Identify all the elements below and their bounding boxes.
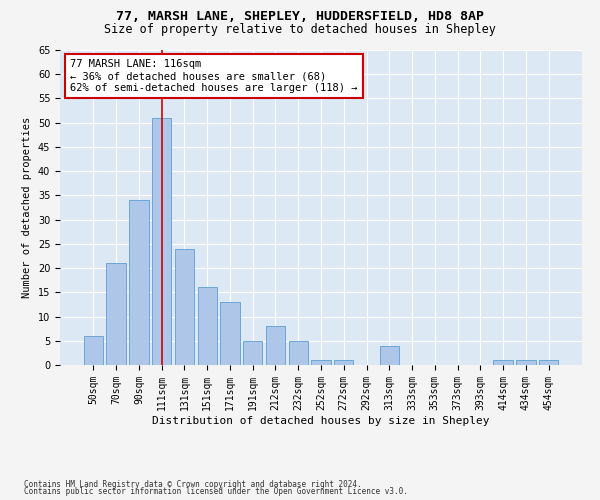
- Bar: [84, 336, 103, 365]
- Bar: [380, 346, 399, 365]
- Bar: [289, 341, 308, 365]
- Text: Size of property relative to detached houses in Shepley: Size of property relative to detached ho…: [104, 22, 496, 36]
- Bar: [175, 248, 194, 365]
- Text: Contains HM Land Registry data © Crown copyright and database right 2024.: Contains HM Land Registry data © Crown c…: [24, 480, 362, 489]
- Bar: [493, 360, 513, 365]
- Bar: [334, 360, 353, 365]
- Bar: [539, 360, 558, 365]
- Y-axis label: Number of detached properties: Number of detached properties: [22, 117, 32, 298]
- Bar: [129, 200, 149, 365]
- Text: 77 MARSH LANE: 116sqm
← 36% of detached houses are smaller (68)
62% of semi-deta: 77 MARSH LANE: 116sqm ← 36% of detached …: [70, 60, 358, 92]
- Bar: [197, 288, 217, 365]
- Bar: [311, 360, 331, 365]
- Bar: [220, 302, 239, 365]
- Text: Contains public sector information licensed under the Open Government Licence v3: Contains public sector information licen…: [24, 487, 408, 496]
- Bar: [266, 326, 285, 365]
- X-axis label: Distribution of detached houses by size in Shepley: Distribution of detached houses by size …: [152, 416, 490, 426]
- Bar: [243, 341, 262, 365]
- Bar: [152, 118, 172, 365]
- Text: 77, MARSH LANE, SHEPLEY, HUDDERSFIELD, HD8 8AP: 77, MARSH LANE, SHEPLEY, HUDDERSFIELD, H…: [116, 10, 484, 23]
- Bar: [516, 360, 536, 365]
- Bar: [106, 263, 126, 365]
